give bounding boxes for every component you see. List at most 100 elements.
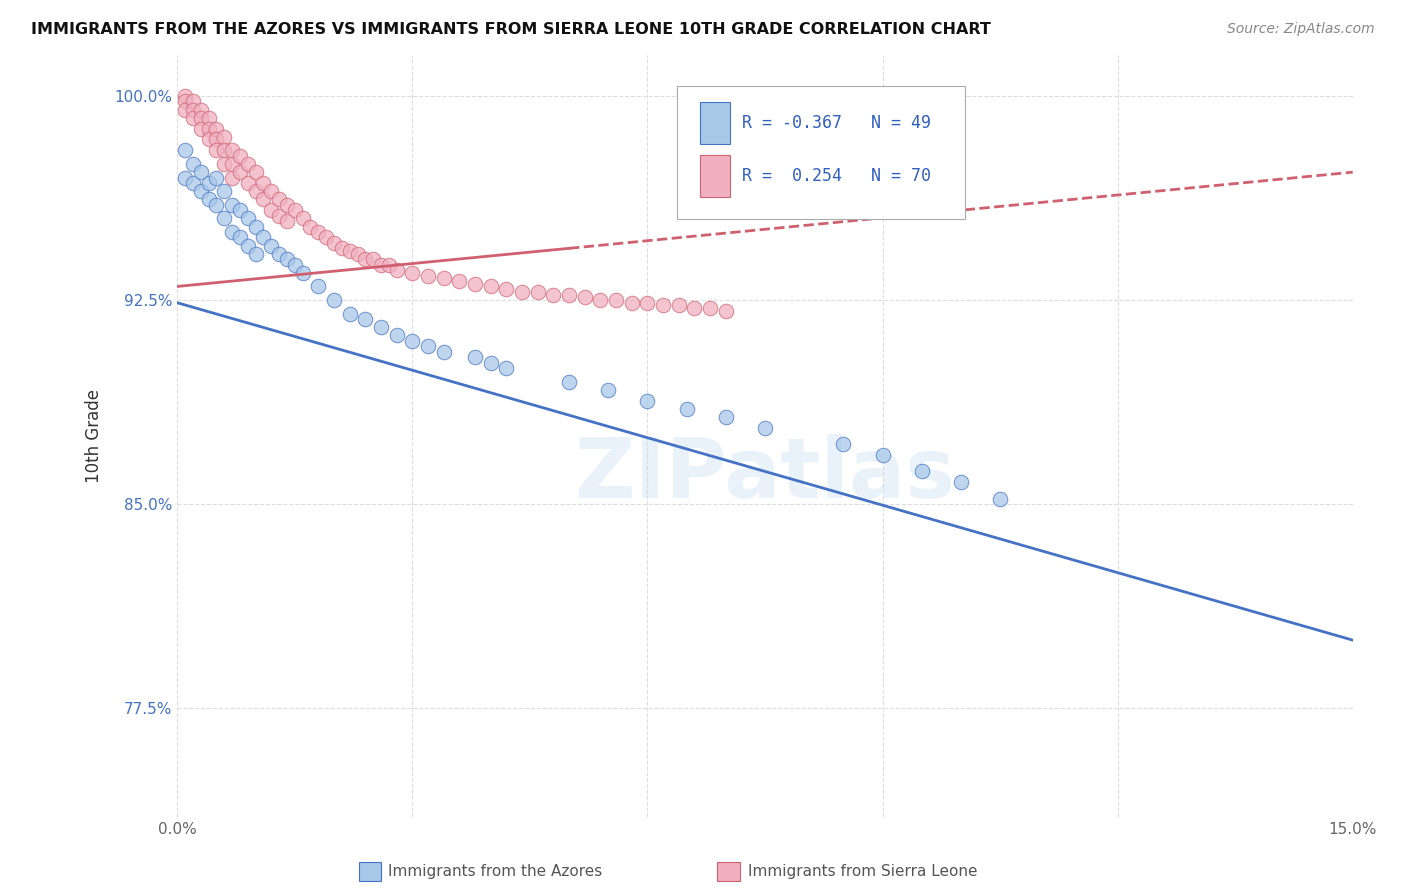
Point <box>174 170 197 185</box>
Point <box>299 219 322 234</box>
Point <box>433 271 456 285</box>
Point <box>385 328 408 343</box>
Text: N = 49: N = 49 <box>870 114 931 132</box>
Point <box>245 165 267 179</box>
Point <box>291 266 314 280</box>
Point <box>236 157 259 171</box>
Point <box>714 304 737 318</box>
Point <box>401 266 423 280</box>
Point <box>181 157 204 171</box>
Point <box>269 209 291 223</box>
Point <box>526 285 548 299</box>
Point <box>315 230 337 244</box>
Point <box>260 238 283 252</box>
Point <box>589 293 612 307</box>
Point <box>174 144 197 158</box>
Point <box>911 465 934 479</box>
Point <box>464 350 486 364</box>
Point <box>574 290 596 304</box>
Text: IMMIGRANTS FROM THE AZORES VS IMMIGRANTS FROM SIERRA LEONE 10TH GRADE CORRELATIO: IMMIGRANTS FROM THE AZORES VS IMMIGRANTS… <box>31 22 991 37</box>
Point <box>190 103 212 117</box>
Point <box>346 246 368 260</box>
Point <box>229 165 252 179</box>
Point <box>339 307 361 321</box>
Point <box>416 268 439 283</box>
Point <box>174 89 197 103</box>
Point <box>378 258 401 272</box>
Text: Immigrants from the Azores: Immigrants from the Azores <box>388 864 602 879</box>
Point <box>401 334 423 348</box>
Point <box>683 301 706 315</box>
Point <box>205 132 228 146</box>
Text: ZIPatlas: ZIPatlas <box>575 434 956 515</box>
Point <box>558 375 581 389</box>
Text: Immigrants from Sierra Leone: Immigrants from Sierra Leone <box>748 864 977 879</box>
Point <box>323 235 346 250</box>
Point <box>221 225 243 239</box>
Point <box>236 238 259 252</box>
Point <box>479 356 502 370</box>
Point <box>214 157 236 171</box>
Point <box>181 95 204 109</box>
Point <box>190 165 212 179</box>
Point <box>675 401 697 416</box>
Point <box>229 203 252 218</box>
Point <box>361 252 384 267</box>
Point <box>416 339 439 353</box>
Point <box>197 192 219 206</box>
Point <box>558 287 581 301</box>
Point <box>598 383 620 397</box>
Point <box>205 121 228 136</box>
Point <box>714 410 737 425</box>
Point <box>370 320 392 334</box>
Point <box>190 121 212 136</box>
Point <box>269 192 291 206</box>
Point <box>245 246 267 260</box>
Text: N = 70: N = 70 <box>870 167 931 186</box>
Point <box>872 448 894 462</box>
Point <box>214 144 236 158</box>
Point <box>252 192 274 206</box>
Point <box>988 491 1011 506</box>
Point <box>284 258 307 272</box>
Point <box>252 230 274 244</box>
Point <box>221 157 243 171</box>
Point <box>510 285 533 299</box>
Point <box>214 184 236 198</box>
Point <box>197 132 219 146</box>
Point <box>205 198 228 212</box>
Point <box>269 246 291 260</box>
Point <box>433 344 456 359</box>
Point <box>339 244 361 258</box>
Point <box>205 170 228 185</box>
Point <box>214 211 236 226</box>
Point <box>307 279 329 293</box>
Point <box>323 293 346 307</box>
Point <box>181 103 204 117</box>
Point <box>205 144 228 158</box>
Point <box>449 274 471 288</box>
Point <box>245 184 267 198</box>
Point <box>221 144 243 158</box>
Text: R =  0.254: R = 0.254 <box>741 167 842 186</box>
Point <box>190 111 212 125</box>
Point <box>543 287 565 301</box>
Point <box>605 293 627 307</box>
Point <box>190 184 212 198</box>
Point <box>221 198 243 212</box>
Point <box>620 295 643 310</box>
Point <box>197 121 219 136</box>
Point <box>637 393 659 408</box>
Point <box>699 301 721 315</box>
Point <box>174 95 197 109</box>
Bar <box>700 155 730 197</box>
Point <box>236 211 259 226</box>
Point <box>668 298 690 312</box>
Point <box>495 361 517 376</box>
Point <box>652 298 675 312</box>
Point <box>276 252 298 267</box>
Text: R = -0.367: R = -0.367 <box>741 114 842 132</box>
Y-axis label: 10th Grade: 10th Grade <box>86 389 103 483</box>
Point <box>197 176 219 190</box>
FancyBboxPatch shape <box>676 86 965 219</box>
